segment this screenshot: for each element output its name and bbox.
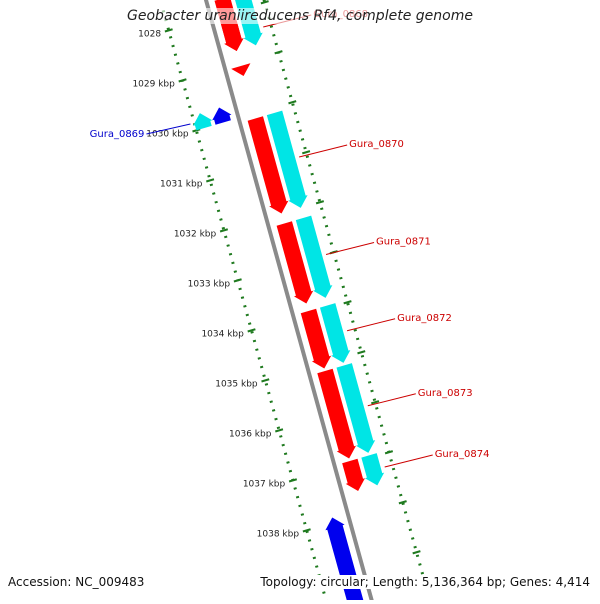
gura-0870-label: Gura_0870: [349, 139, 404, 150]
tick-label: 1037 kbp: [243, 480, 286, 490]
major-tick-1030-right: [288, 100, 297, 105]
major-tick-1035-right: [357, 350, 366, 355]
gura-0874-cds-arrow: [361, 453, 385, 486]
gura-0874-label: Gura_0874: [435, 449, 490, 460]
major-tick-1034-right: [343, 300, 352, 305]
gura-0871-label: Gura_0871: [376, 237, 431, 248]
major-tick-1028-right: [260, 0, 269, 5]
gura-0871-cds-arrow: [295, 215, 333, 298]
gura-0874-leader-line: [384, 454, 433, 468]
major-tick-1030-left: [192, 128, 201, 133]
tick-label: 1033 kbp: [188, 280, 231, 290]
tick-label: 1028: [138, 30, 161, 40]
major-tick-1033-left: [233, 278, 242, 283]
major-tick-1029-left: [178, 78, 187, 83]
major-tick-1036-left: [275, 428, 284, 433]
gura-0869-gene-arrow: [212, 107, 232, 125]
genome-stats-label: Topology: circular; Length: 5,136,364 bp…: [260, 575, 590, 589]
major-tick-1039-right: [412, 550, 421, 555]
gura-0870-gene-arrow: [247, 116, 289, 214]
gura-0870-cds-arrow: [266, 110, 308, 208]
gura-0869-leader-line: [146, 123, 191, 135]
tick-rail-right: [262, 0, 428, 588]
tick-rail-left: [161, 9, 329, 604]
major-tick-1032-right: [315, 200, 325, 205]
gura-0870-leader-line: [299, 144, 348, 158]
tick-label: 1038 kbp: [257, 530, 300, 540]
gura-0868-gene-arrow: [220, 18, 244, 52]
major-tick-1037-left: [288, 478, 298, 483]
gura-0869-cds-arrow: [193, 113, 213, 131]
major-tick-1032-left: [219, 228, 229, 233]
major-tick-1034-left: [247, 328, 256, 333]
tick-label: 1035 kbp: [215, 380, 258, 390]
gura-0871-gene-arrow: [276, 221, 314, 304]
gura-0872-leader-line: [346, 318, 396, 332]
major-tick-1031-left: [206, 178, 215, 183]
gura-0873-gene-arrow: [317, 368, 356, 459]
tick-label: 1029 kbp: [132, 80, 175, 90]
gura-0873-cds-arrow: [336, 363, 376, 453]
major-tick-1029-right: [274, 50, 283, 55]
tick-label: 1034 kbp: [201, 330, 244, 340]
major-tick-1037-right: [384, 450, 394, 455]
gura-0872-label: Gura_0872: [397, 313, 452, 324]
tick-label: 1036 kbp: [229, 430, 272, 440]
gura-0874-gene-arrow: [342, 458, 365, 492]
gura-0873-label: Gura_0873: [418, 388, 473, 399]
map-title: Geobacter uraniireducens Rf4, complete g…: [0, 8, 600, 24]
major-tick-1031-right: [302, 150, 311, 155]
gura-0869-label: Gura_0869: [90, 129, 145, 140]
major-tick-1036-right: [371, 400, 380, 405]
tick-label: 1030 kbp: [146, 130, 189, 140]
major-tick-1028-left: [164, 28, 173, 33]
major-tick-1035-left: [261, 378, 270, 383]
tick-label: 1031 kbp: [160, 180, 203, 190]
major-tick-1038-left: [302, 528, 311, 533]
gura-0871-leader-line: [325, 242, 375, 255]
gura-0872-gene-arrow: [300, 308, 332, 369]
gene-2-gene-arrow: [231, 63, 251, 77]
accession-label: Accession: NC_009483: [8, 575, 145, 589]
tick-label: 1032 kbp: [174, 230, 217, 240]
major-tick-1038-right: [398, 500, 407, 505]
gura-0872-cds-arrow: [319, 303, 351, 363]
genome-backbone: [203, 0, 375, 604]
gura-0873-leader-line: [367, 393, 416, 407]
